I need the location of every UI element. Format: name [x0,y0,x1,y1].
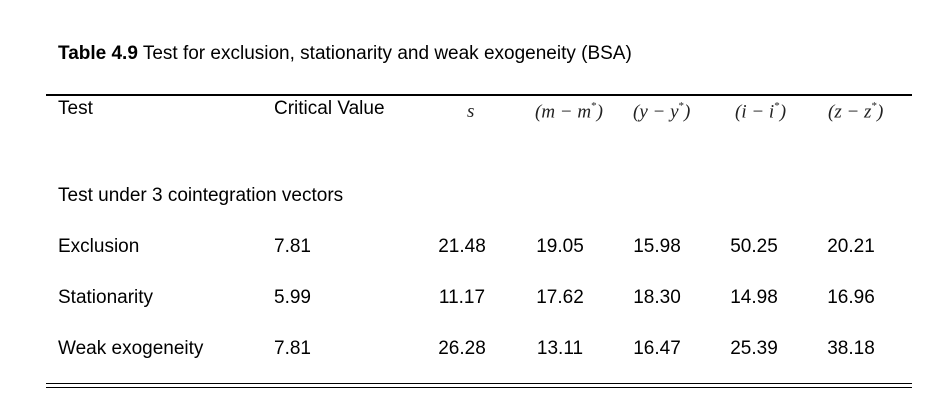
section-label: Test under 3 cointegration vectors [58,185,344,206]
row-weak-exogeneity-test: Weak exogeneity [58,338,204,359]
header-y-diff-star: * [678,100,685,112]
row-exclusion-s: 21.48 [438,236,486,257]
header-s: s [467,101,474,123]
header-m-diff-close: ) [596,101,603,123]
header-m-diff: (m − m*) [535,100,603,123]
header-i-diff: (i − i*) [735,100,787,123]
header-z-diff-base: (z − z [828,101,872,123]
table-top-rule [46,94,912,96]
row-exclusion-critical: 7.81 [274,236,311,257]
row-stationarity-m: 17.62 [536,287,584,308]
row-exclusion-m: 19.05 [536,236,584,257]
header-i-diff-close: ) [779,101,787,123]
header-critical-value: Critical Value [274,98,385,119]
table-bottom-rule [46,383,912,388]
table-title: Test for exclusion, stationarity and wea… [137,43,632,64]
row-stationarity-i: 14.98 [730,287,778,308]
row-exclusion-z: 20.21 [827,236,875,257]
row-stationarity-z: 16.96 [827,287,875,308]
header-m-diff-star: * [591,100,597,112]
row-exclusion-y: 15.98 [633,236,681,257]
row-weak-exogeneity-critical: 7.81 [274,338,311,359]
row-stationarity-critical: 5.99 [274,287,311,308]
row-stationarity-s: 11.17 [438,287,486,308]
header-test: Test [58,98,93,119]
row-exclusion-test: Exclusion [58,236,140,257]
header-z-diff-star: * [871,100,877,112]
header-s-text: s [467,101,475,122]
table-caption: Table 4.9 Test for exclusion, stationari… [58,43,632,65]
header-m-diff-base: (m − m [535,101,592,123]
header-y-diff-base: (y − y [633,101,679,123]
row-weak-exogeneity-y: 16.47 [633,338,681,359]
header-i-diff-base: (i − i [735,101,775,123]
table-number: Table 4.9 [58,43,138,64]
row-weak-exogeneity-i: 25.39 [730,338,778,359]
row-weak-exogeneity-z: 38.18 [827,338,875,359]
header-z-diff-close: ) [876,101,884,123]
header-y-diff-close: ) [684,101,691,123]
row-weak-exogeneity-s: 26.28 [438,338,486,359]
header-y-diff: (y − y*) [633,100,691,123]
row-stationarity-test: Stationarity [58,287,154,308]
header-i-diff-star: * [774,100,780,112]
row-stationarity-y: 18.30 [633,287,681,308]
row-weak-exogeneity-m: 13.11 [536,338,584,359]
header-z-diff: (z − z*) [828,100,884,123]
row-exclusion-i: 50.25 [730,236,778,257]
